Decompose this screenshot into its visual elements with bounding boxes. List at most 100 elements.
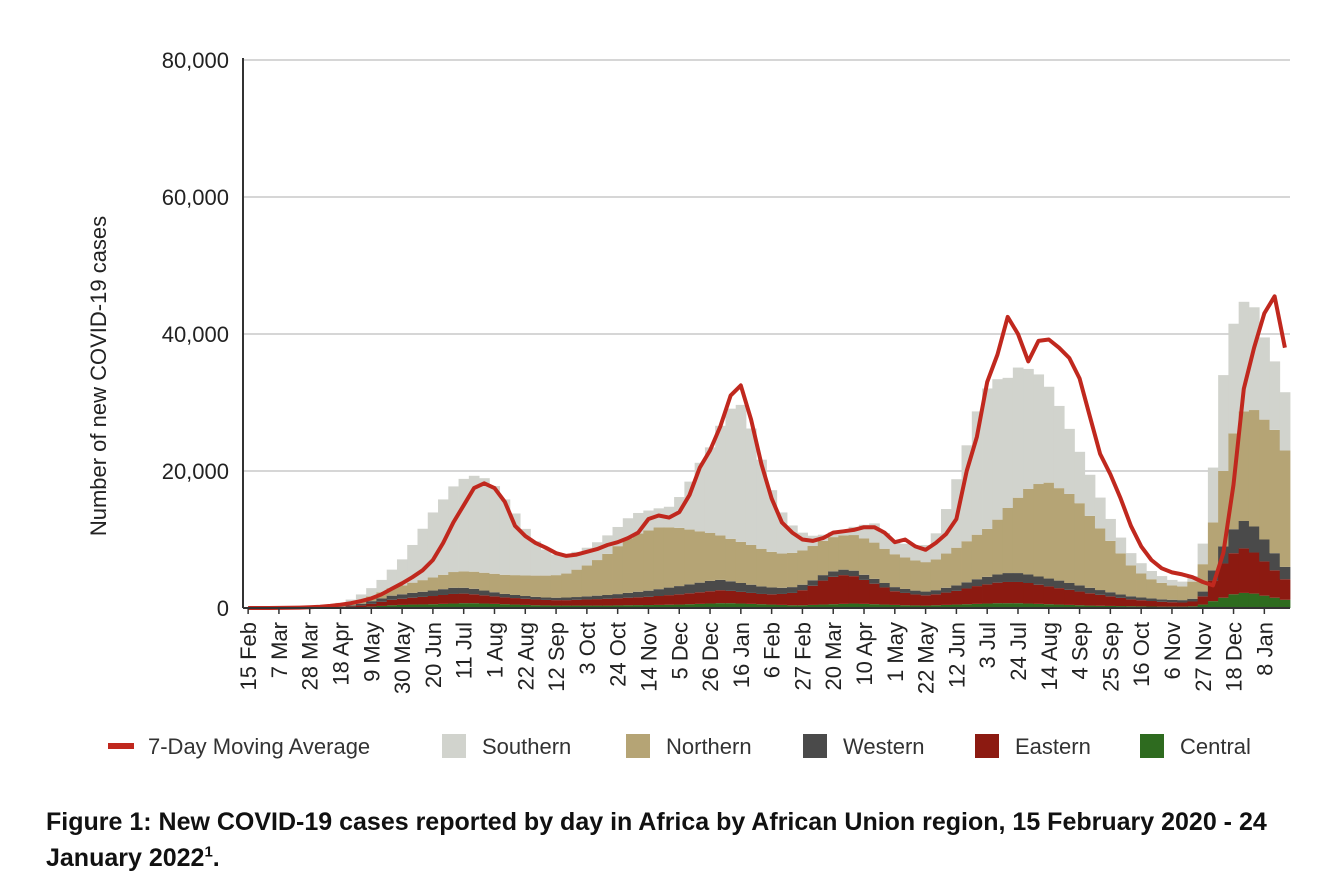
bar-southern: [479, 478, 490, 573]
bar-northern: [1125, 565, 1137, 597]
bar-northern: [992, 519, 1003, 575]
bar-eastern: [982, 584, 993, 604]
bar-southern: [1012, 367, 1024, 498]
bar-central: [1064, 604, 1075, 608]
bar-central: [899, 605, 911, 608]
bar-western: [766, 587, 778, 595]
bar-western: [1187, 598, 1199, 602]
bar-northern: [982, 528, 993, 577]
bar-southern: [971, 411, 983, 535]
legend-item: Western: [803, 734, 925, 759]
bar-northern: [787, 552, 798, 588]
bar-eastern: [1053, 588, 1065, 605]
bar-western: [540, 597, 552, 600]
bar-eastern: [879, 587, 891, 605]
bar-northern: [1064, 493, 1075, 583]
bar-northern: [858, 538, 870, 575]
bar-western: [407, 592, 418, 598]
bar-southern: [797, 532, 808, 551]
bar-southern: [982, 388, 993, 529]
bar-central: [1207, 601, 1219, 608]
bar-eastern: [1207, 580, 1219, 602]
bar-central: [540, 605, 552, 608]
bar-central: [612, 605, 624, 608]
covid-cases-chart: 0 20,000 40,000 60,000 80,000 15 Feb 7 Mar 28 …: [86, 48, 1291, 759]
bar-southern: [407, 544, 418, 583]
bar-southern: [489, 486, 501, 574]
bar-central: [530, 605, 542, 608]
legend-swatch: [975, 734, 999, 758]
bar-northern: [1177, 586, 1188, 601]
legend-label: Northern: [666, 734, 752, 759]
bar-northern: [653, 527, 665, 590]
bar-eastern: [930, 594, 942, 606]
bar-southern: [889, 540, 901, 555]
legend-label: 7-Day Moving Average: [148, 734, 370, 759]
bar-central: [520, 604, 531, 608]
bar-western: [889, 587, 901, 592]
bar-northern: [1002, 507, 1014, 574]
bar-eastern: [1228, 553, 1240, 595]
bar-central: [1084, 605, 1096, 608]
bar-western: [366, 601, 377, 604]
bar-southern: [715, 425, 726, 536]
bar-southern: [468, 475, 480, 572]
bar-western: [869, 578, 880, 584]
bar-western: [499, 593, 511, 598]
bar-northern: [1012, 497, 1024, 574]
bar-western: [1259, 539, 1270, 562]
bar-northern: [879, 548, 891, 583]
bar-northern: [550, 575, 562, 598]
legend-swatch: [108, 743, 134, 749]
bar-western: [386, 595, 398, 600]
x-tick-label: 12 Jun: [944, 622, 969, 688]
bar-western: [735, 582, 747, 592]
bar-eastern: [797, 590, 808, 606]
bar-northern: [889, 554, 901, 588]
bar-western: [1197, 591, 1209, 597]
bar-northern: [817, 540, 829, 576]
bar-central: [910, 605, 921, 608]
bar-southern: [366, 588, 377, 597]
bar-northern: [612, 546, 624, 595]
moving-average-line: [248, 294, 1287, 610]
bar-eastern: [1094, 594, 1106, 606]
bar-southern: [1146, 571, 1157, 580]
bar-eastern: [427, 596, 439, 605]
x-tick-label: 24 Jul: [1006, 622, 1031, 681]
bar-southern: [920, 544, 932, 563]
bar-northern: [1197, 564, 1209, 592]
bar-western: [530, 596, 542, 600]
bar-central: [858, 603, 870, 608]
y-axis-ticks: 0 20,000 40,000 60,000 80,000: [162, 48, 229, 621]
bar-central: [622, 605, 634, 608]
bar-western: [468, 588, 480, 595]
bar-eastern: [366, 603, 377, 607]
bar-eastern: [345, 606, 357, 608]
bar-northern: [448, 572, 459, 588]
bar-central: [1259, 595, 1270, 608]
legend-swatch: [1140, 734, 1164, 758]
bar-southern: [869, 523, 880, 543]
bar-northern: [427, 577, 439, 591]
bar-eastern: [581, 599, 593, 606]
bar-southern: [1248, 307, 1260, 411]
bar-central: [376, 605, 388, 608]
bar-western: [438, 589, 449, 595]
bar-central: [571, 605, 583, 608]
bar-southern: [1218, 375, 1229, 471]
x-tick-label: 16 Jan: [729, 622, 754, 688]
bar-central: [602, 605, 613, 608]
bar-southern: [1125, 553, 1137, 566]
x-tick-label: 6 Nov: [1160, 622, 1185, 679]
bar-southern: [386, 569, 398, 589]
bar-southern: [879, 532, 891, 549]
y-tick-label: 60,000: [162, 185, 229, 210]
y-axis-title: Number of new COVID-19 cases: [86, 216, 111, 536]
bar-eastern: [663, 595, 675, 605]
bar-western: [509, 594, 521, 599]
bar-central: [468, 603, 480, 608]
bar-southern: [694, 462, 706, 532]
bar-western: [787, 587, 798, 593]
bar-northern: [838, 535, 850, 570]
